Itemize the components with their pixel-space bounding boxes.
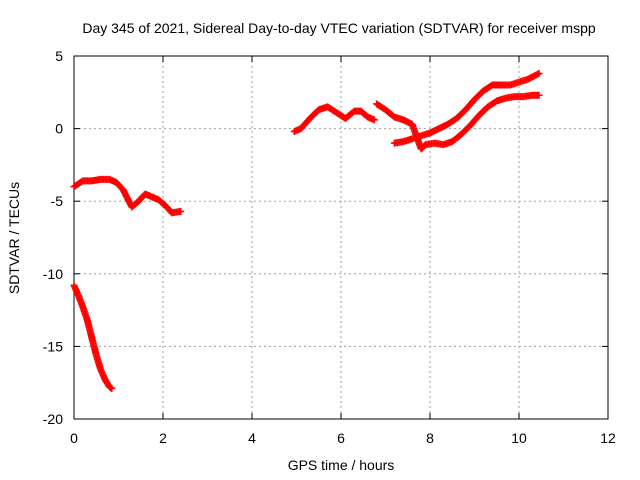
chart-title: Day 345 of 2021, Sidereal Day-to-day VTE…: [82, 20, 595, 36]
grid-lines: [74, 56, 608, 419]
data-points: [70, 69, 543, 393]
series-5: [390, 69, 543, 147]
data-point: [177, 207, 185, 215]
x-tick-label: 12: [600, 430, 616, 446]
series-1: [70, 281, 116, 393]
y-tick-labels: 5 0 -5 -10 -15 -20: [43, 48, 63, 427]
y-tick-label: -20: [43, 411, 63, 427]
data-point: [108, 385, 116, 393]
y-tick-label: -10: [43, 266, 63, 282]
x-tick-label: 4: [248, 430, 256, 446]
y-tick-label: 0: [55, 121, 63, 137]
x-tick-label: 10: [511, 430, 527, 446]
x-tick-label: 8: [426, 430, 434, 446]
series-4: [373, 91, 543, 153]
y-tick-label: 5: [55, 48, 63, 64]
series-2: [70, 175, 185, 217]
x-tick-label: 0: [70, 430, 78, 446]
axis-ticks: [73, 55, 609, 420]
x-tick-label: 6: [337, 430, 345, 446]
data-point: [370, 116, 378, 124]
data-point: [535, 91, 543, 99]
y-tick-label: -5: [51, 193, 64, 209]
data-point: [535, 69, 543, 77]
y-axis-label: SDTVAR / TECUs: [6, 182, 22, 294]
x-tick-labels: 0 2 4 6 8 10 12: [70, 430, 616, 446]
y-tick-label: -15: [43, 338, 63, 354]
series-3: [290, 103, 378, 136]
x-tick-label: 2: [159, 430, 167, 446]
x-axis-label: GPS time / hours: [288, 457, 395, 473]
